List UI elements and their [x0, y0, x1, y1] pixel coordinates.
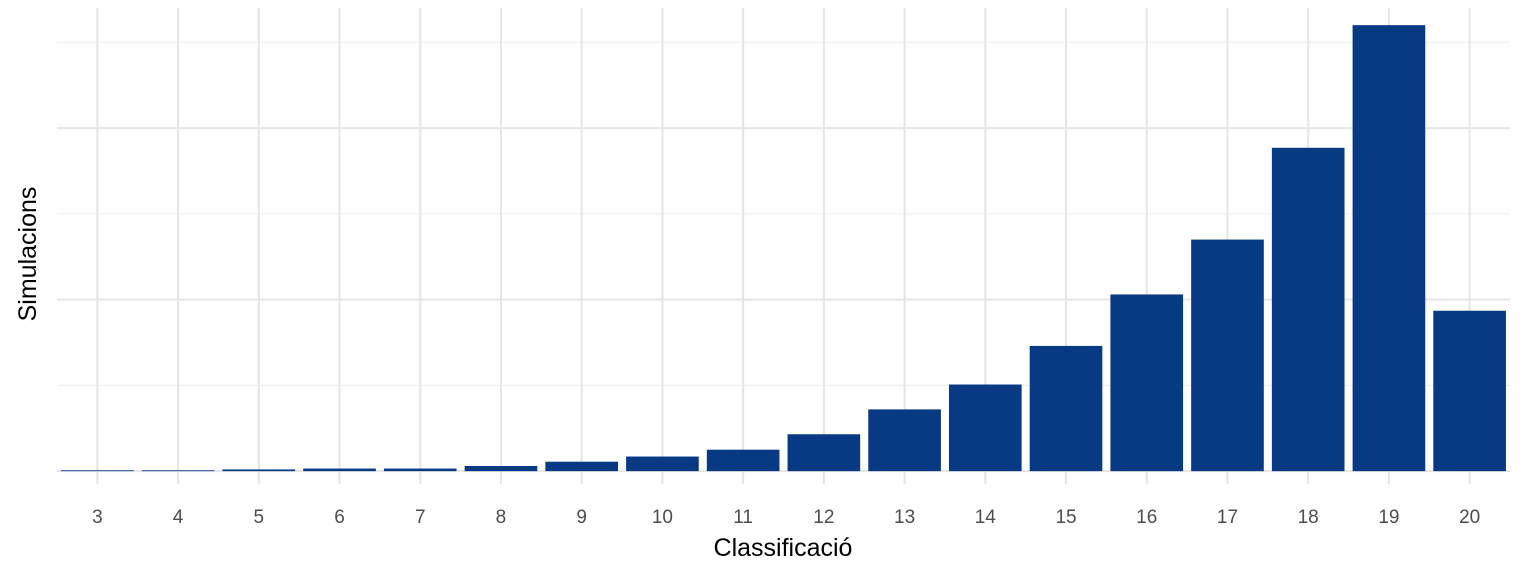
bar-6	[303, 468, 376, 472]
bar-20	[1433, 310, 1506, 472]
x-tick-label: 9	[576, 507, 587, 528]
x-tick-label: 4	[173, 507, 184, 528]
bar-7	[383, 468, 457, 472]
bar-19	[1352, 25, 1426, 472]
x-tick-labels: 3 4 5 6 7 8 9 10 11 12 13 14 15 16 17 18 19 20	[92, 507, 1480, 528]
x-tick-label: 18	[1298, 507, 1319, 528]
x-tick-label: 15	[1055, 507, 1076, 528]
x-tick-label: 3	[92, 507, 103, 528]
bar-13	[868, 409, 941, 472]
x-tick-label: 5	[254, 507, 265, 528]
x-tick-label: 20	[1459, 507, 1480, 528]
x-tick-label: 6	[334, 507, 345, 528]
bar-11	[706, 449, 780, 472]
x-tick-label: 17	[1217, 507, 1238, 528]
x-tick-label: 16	[1136, 507, 1157, 528]
x-tick-label: 13	[894, 507, 915, 528]
x-tick-label: 11	[733, 507, 753, 528]
bar-17	[1191, 239, 1264, 472]
x-tick-label: 10	[652, 507, 673, 528]
bar-9	[545, 461, 619, 472]
bar-15	[1029, 345, 1103, 472]
bar-8	[464, 465, 538, 472]
x-tick-label: 19	[1378, 507, 1399, 528]
x-tick-label: 12	[813, 507, 834, 528]
bar-16	[1110, 294, 1184, 472]
bar-10	[626, 456, 699, 472]
bar-18	[1271, 147, 1345, 472]
bar-14	[948, 384, 1022, 472]
x-axis-title: Classificació	[714, 534, 853, 562]
x-tick-label: 14	[975, 507, 997, 528]
x-tick-label: 7	[415, 507, 426, 528]
x-tick-label: 8	[496, 507, 507, 528]
y-axis-title: Simulacions	[14, 187, 42, 322]
bar-12	[787, 434, 861, 472]
bar-5	[222, 469, 296, 472]
bar-4	[141, 470, 215, 472]
bar-3	[61, 470, 134, 472]
bars	[61, 25, 1506, 472]
